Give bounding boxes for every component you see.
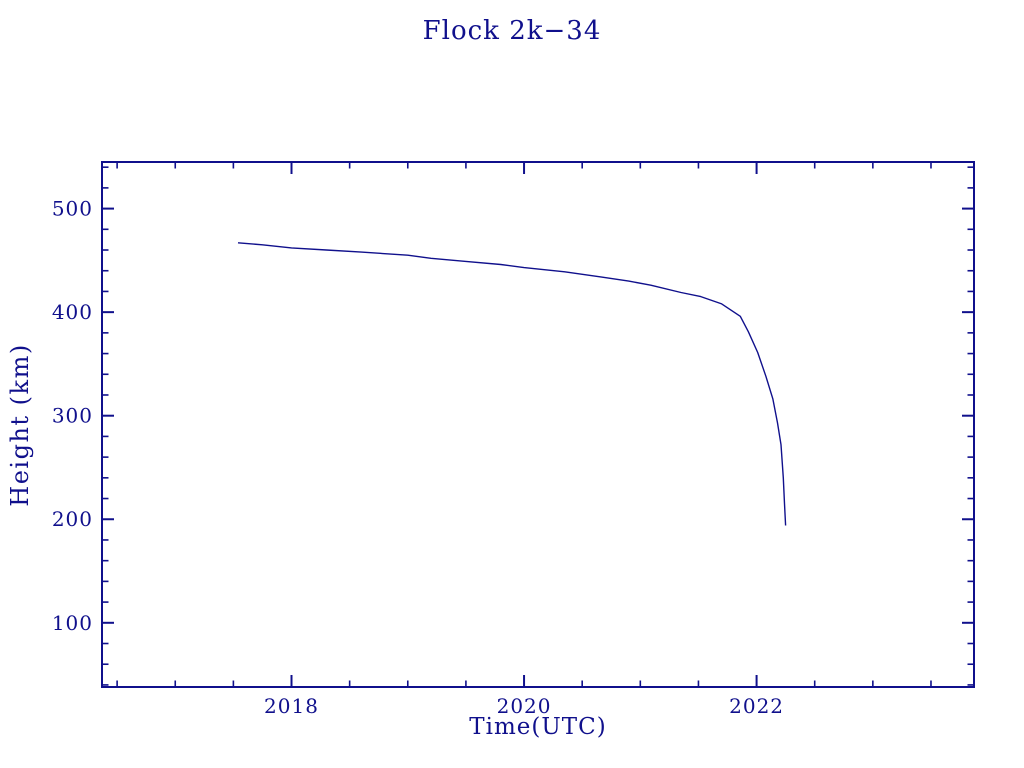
plot-frame <box>101 161 975 688</box>
y-tick-label: 200 <box>52 507 93 531</box>
x-tick-label: 2018 <box>264 694 319 718</box>
y-tick-labels: 100 200 300 400 500 <box>52 197 93 635</box>
chart-title: Flock 2k−34 <box>422 16 602 46</box>
y-tick-label: 100 <box>52 611 93 635</box>
y-major-ticks <box>102 207 974 624</box>
y-axis-label: Height (km) <box>6 343 34 507</box>
x-tick-label: 2022 <box>729 694 784 718</box>
x-tick-labels: 2018 2020 2022 <box>264 694 784 718</box>
y-tick-label: 500 <box>52 197 93 221</box>
y-tick-label: 300 <box>52 404 93 428</box>
x-minor-ticks <box>116 162 932 687</box>
x-axis-label: Time(UTC) <box>469 714 607 740</box>
height-curve <box>237 242 787 526</box>
x-major-ticks <box>290 162 758 687</box>
y-tick-label: 400 <box>52 300 93 324</box>
y-minor-ticks <box>102 166 974 686</box>
x-tick-label: 2020 <box>497 694 552 718</box>
